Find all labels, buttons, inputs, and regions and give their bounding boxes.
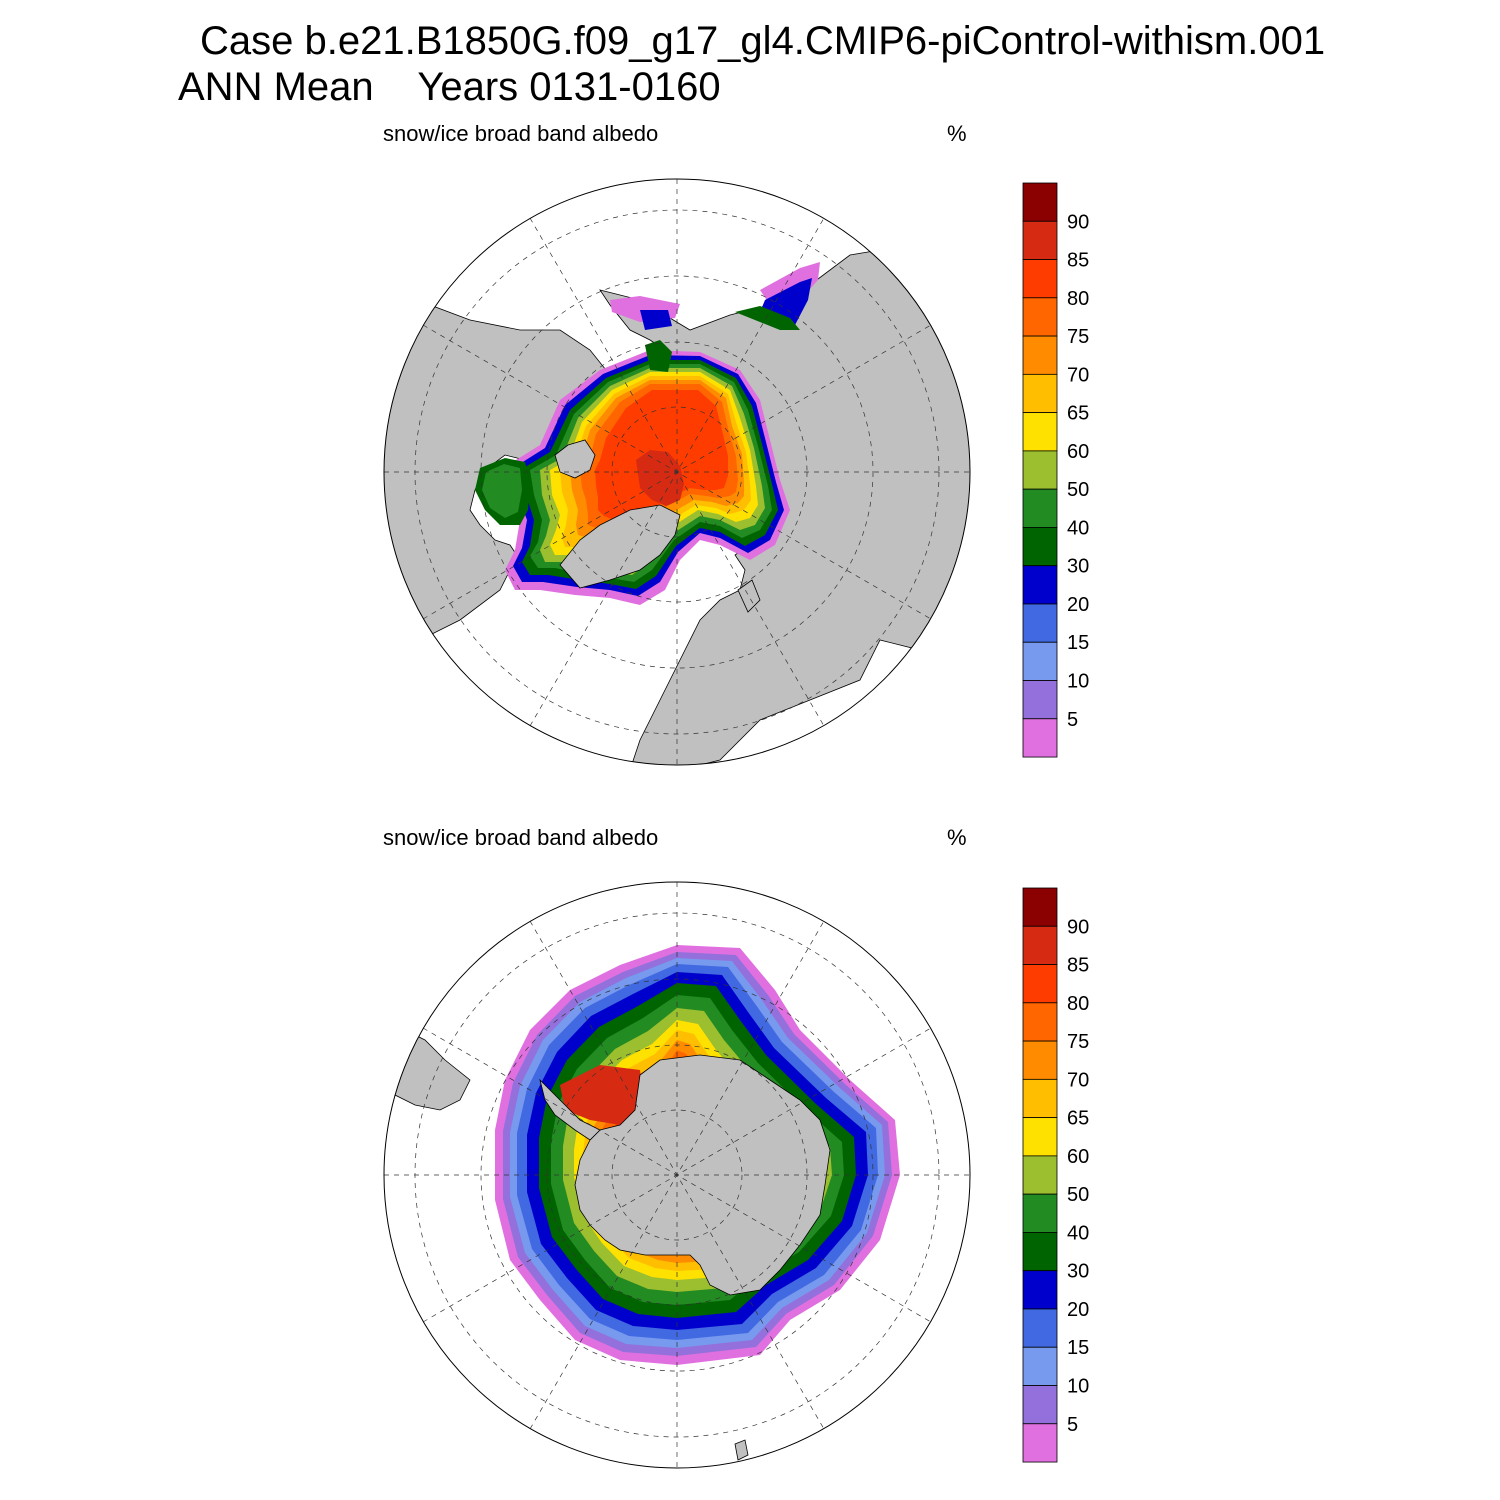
nh-colorbar-box-2 [1022, 259, 1058, 299]
sh-colorbar: 90 85 80 75 70 65 60 50 40 30 20 15 10 5 [1022, 887, 1089, 1463]
nh-colorbar-box-13 [1022, 680, 1058, 720]
nh-colorbar-label: 30 [1067, 556, 1089, 578]
nh-colorbar-label: 70 [1067, 364, 1089, 386]
sh-colorbar-box-14 [1022, 1423, 1058, 1463]
sh-colorbar-label: 50 [1067, 1184, 1089, 1206]
nh-colorbar-box-3 [1022, 297, 1058, 337]
sh-polar-map [383, 881, 971, 1469]
sh-land-island [734, 1439, 749, 1461]
nh-colorbar: 90 85 80 75 70 65 60 50 40 30 20 15 10 5 [1022, 182, 1089, 758]
sh-colorbar-label: 80 [1067, 993, 1089, 1015]
sh-land-antarctica [574, 1054, 831, 1296]
nh-colorbar-box-6 [1022, 412, 1058, 452]
sh-colorbar-label: 30 [1067, 1261, 1089, 1283]
season-label: ANN Mean [178, 65, 374, 109]
sh-colorbar-box-4 [1022, 1040, 1058, 1080]
nh-colorbar-box-10 [1022, 565, 1058, 605]
nh-sea-ice-albedo [475, 262, 820, 605]
nh-colorbar-box-9 [1022, 527, 1058, 567]
sh-colorbar-label: 15 [1067, 1337, 1089, 1359]
sh-panel-title: snow/ice broad band albedo [383, 825, 659, 850]
sh-colorbar-label: 5 [1067, 1414, 1078, 1436]
nh-map-border [383, 178, 971, 766]
sh-colorbar-label: 65 [1067, 1108, 1089, 1130]
nh-colorbar-box-11 [1022, 603, 1058, 643]
nh-colorbar-box-4 [1022, 335, 1058, 375]
nh-colorbar-box-8 [1022, 488, 1058, 528]
nh-colorbar-label: 5 [1067, 709, 1078, 731]
nh-colorbar-box-7 [1022, 450, 1058, 490]
sh-colorbar-box-8 [1022, 1193, 1058, 1233]
nh-graticule [384, 179, 970, 765]
nh-panel-title: snow/ice broad band albedo [383, 121, 659, 146]
sh-colorbar-box-9 [1022, 1232, 1058, 1272]
nh-colorbar-label: 60 [1067, 441, 1089, 463]
case-title: Case b.e21.B1850G.f09_g17_gl4.CMIP6-piCo… [200, 19, 1326, 63]
nh-colorbar-box-1 [1022, 220, 1058, 260]
season-years-title: ANN Mean Years 0131-0160 [178, 64, 721, 110]
nh-colorbar-label: 65 [1067, 403, 1089, 425]
sh-colorbar-label: 85 [1067, 955, 1089, 977]
sh-colorbar-label: 10 [1067, 1376, 1089, 1398]
nh-land-north-america [384, 304, 611, 641]
sh-map-border [383, 881, 971, 1469]
sh-colorbar-box-12 [1022, 1346, 1058, 1386]
sh-colorbar-box-1 [1022, 925, 1058, 965]
sh-colorbar-box-5 [1022, 1078, 1058, 1119]
sh-colorbar-label: 20 [1067, 1299, 1089, 1321]
sh-colorbar-label: 60 [1067, 1146, 1089, 1168]
sh-colorbar-label: 70 [1067, 1069, 1089, 1091]
nh-colorbar-label: 40 [1067, 517, 1089, 539]
nh-colorbar-box-12 [1022, 641, 1058, 681]
sh-colorbar-box-7 [1022, 1155, 1058, 1195]
sh-panel-units: % [947, 825, 967, 850]
sh-colorbar-label: 40 [1067, 1222, 1089, 1244]
sh-colorbar-box-6 [1022, 1117, 1058, 1157]
years-label: Years 0131-0160 [417, 65, 721, 109]
sh-colorbar-box-10 [1022, 1270, 1058, 1310]
nh-colorbar-label: 10 [1067, 671, 1089, 693]
nh-colorbar-label: 50 [1067, 479, 1089, 501]
sh-colorbar-label: 75 [1067, 1031, 1089, 1053]
nh-colorbar-box-0 [1022, 182, 1058, 222]
nh-colorbar-label: 85 [1067, 250, 1089, 272]
nh-colorbar-box-5 [1022, 373, 1058, 414]
sh-colorbar-label: 90 [1067, 916, 1089, 938]
nh-land-svalbard [737, 579, 761, 613]
nh-colorbar-label: 20 [1067, 594, 1089, 616]
sh-colorbar-box-11 [1022, 1308, 1058, 1348]
nh-panel-units: % [947, 121, 967, 146]
nh-colorbar-box-14 [1022, 718, 1058, 758]
nh-colorbar-label: 75 [1067, 326, 1089, 348]
nh-colorbar-label: 90 [1067, 211, 1089, 233]
nh-colorbar-label: 80 [1067, 288, 1089, 310]
nh-colorbar-label: 15 [1067, 632, 1089, 654]
sh-colorbar-box-3 [1022, 1002, 1058, 1042]
nh-polar-map [383, 178, 971, 766]
sh-colorbar-box-13 [1022, 1385, 1058, 1425]
sh-graticule [384, 882, 970, 1468]
sh-colorbar-box-2 [1022, 964, 1058, 1004]
sh-colorbar-box-0 [1022, 887, 1058, 927]
